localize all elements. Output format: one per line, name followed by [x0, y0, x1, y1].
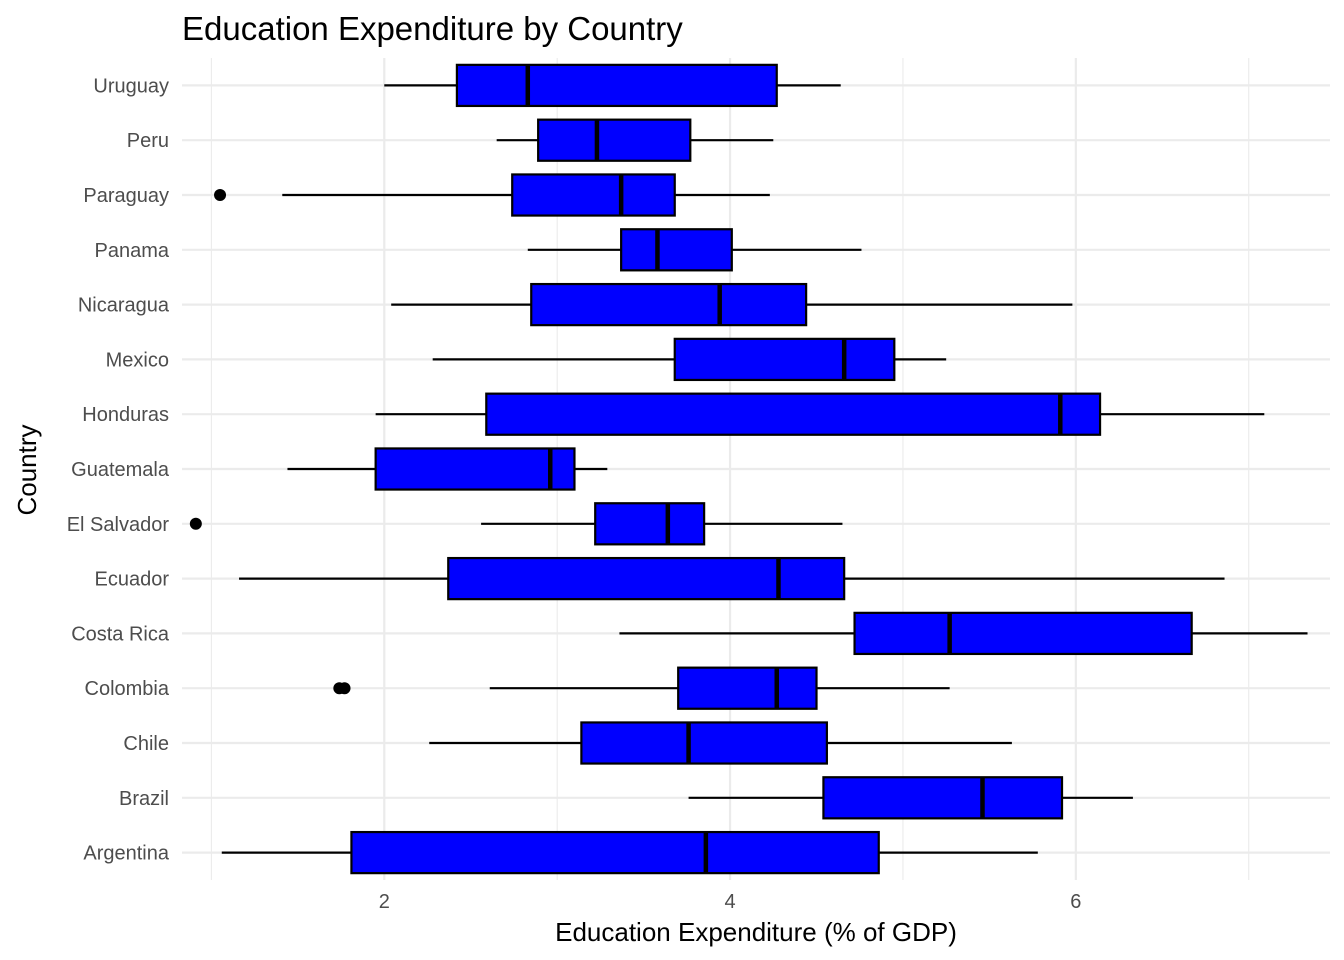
iqr-box	[620, 228, 733, 272]
iqr-box	[447, 556, 846, 601]
x-axis-tick-labels: 2 4 6	[379, 891, 1082, 913]
outlier-point	[189, 517, 202, 530]
box-paraguay	[214, 173, 770, 217]
box-nicaragua	[391, 282, 1073, 327]
box-panama	[527, 228, 862, 272]
iqr-box	[853, 611, 1193, 656]
y-tick-label: Panama	[95, 240, 170, 262]
box-honduras	[375, 392, 1265, 436]
box-brazil	[688, 776, 1133, 820]
boxplot-series	[189, 63, 1308, 875]
iqr-box	[677, 666, 818, 710]
y-tick-label: Mexico	[106, 349, 169, 371]
iqr-box	[374, 447, 576, 491]
box-el-salvador	[189, 502, 843, 546]
outlier-point	[338, 682, 351, 695]
iqr-box	[580, 721, 828, 765]
y-tick-label: Guatemala	[71, 459, 170, 481]
y-tick-label: Honduras	[82, 404, 169, 426]
box-colombia	[333, 666, 950, 710]
iqr-box	[594, 502, 706, 546]
iqr-box	[511, 173, 676, 217]
y-tick-label: Paraguay	[83, 185, 169, 207]
box-ecuador	[239, 556, 1225, 601]
x-tick-label: 2	[379, 891, 390, 913]
box-chile	[429, 721, 1012, 765]
box-peru	[496, 118, 774, 162]
box-argentina	[221, 830, 1038, 875]
y-tick-label: Costa Rica	[71, 623, 170, 645]
iqr-box	[485, 392, 1102, 436]
y-tick-label: Peru	[127, 130, 169, 152]
y-axis-title: Country	[12, 424, 42, 515]
y-tick-label: Ecuador	[95, 569, 170, 591]
x-axis-title: Education Expenditure (% of GDP)	[555, 917, 957, 947]
iqr-box	[673, 337, 896, 382]
iqr-box	[822, 776, 1064, 820]
y-tick-label: El Salvador	[67, 514, 170, 536]
y-tick-label: Argentina	[83, 843, 169, 865]
y-tick-label: Brazil	[119, 788, 169, 810]
box-uruguay	[384, 63, 841, 108]
chart-title: Education Expenditure by Country	[182, 10, 683, 47]
outlier-point	[214, 189, 227, 201]
y-axis-tick-labels: Argentina Brazil Chile Colombia Costa Rica Ec…	[67, 75, 170, 864]
box-guatemala	[287, 447, 608, 491]
iqr-box	[455, 63, 778, 108]
x-tick-label: 6	[1070, 891, 1081, 913]
iqr-box	[350, 830, 880, 875]
y-tick-label: Colombia	[85, 678, 170, 700]
y-tick-label: Uruguay	[93, 75, 169, 97]
x-tick-label: 4	[725, 891, 736, 913]
box-costa-rica	[619, 611, 1308, 656]
iqr-box	[537, 118, 692, 162]
iqr-box	[530, 282, 808, 327]
y-tick-label: Nicaragua	[78, 295, 170, 317]
box-mexico	[432, 337, 947, 382]
y-tick-label: Chile	[123, 733, 169, 755]
